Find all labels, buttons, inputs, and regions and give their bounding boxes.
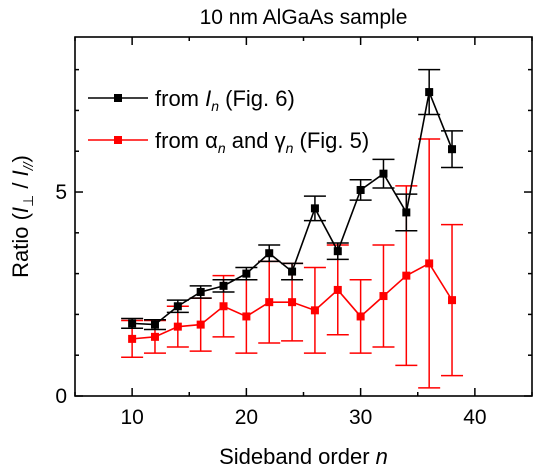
x-axis-label-text: Sideband order xyxy=(219,444,376,469)
y-axis-label-sep: / xyxy=(8,176,33,194)
legend-label-text: (Fig. 6) xyxy=(219,86,295,111)
legend-label-var: γ xyxy=(275,128,286,153)
data-point xyxy=(425,259,434,268)
legend-label-text: and xyxy=(226,128,275,153)
legend-label-text: from xyxy=(155,86,205,111)
data-point xyxy=(356,312,365,321)
data-point xyxy=(265,249,274,258)
data-point xyxy=(310,306,319,315)
y-tick-label: 5 xyxy=(55,181,67,204)
legend-marker xyxy=(114,136,122,144)
y-axis-label-num: I xyxy=(8,207,33,213)
data-point xyxy=(333,285,342,294)
data-point xyxy=(196,320,205,329)
legend-label-sub: n xyxy=(218,140,226,156)
data-point xyxy=(173,302,182,311)
data-point xyxy=(402,271,411,280)
data-point xyxy=(219,302,228,311)
data-point xyxy=(288,267,297,276)
x-tick-label: 30 xyxy=(349,406,372,429)
legend-label-text: (Fig. 5) xyxy=(293,128,369,153)
plot-frame xyxy=(74,36,533,397)
x-tick-label: 40 xyxy=(463,406,486,429)
data-point xyxy=(402,208,411,217)
data-point xyxy=(242,269,251,278)
data-point xyxy=(128,334,137,343)
legend-label-text: from xyxy=(155,128,205,153)
legend-label-sub: n xyxy=(211,98,219,114)
data-point xyxy=(356,185,365,194)
y-axis-label-prefix: Ratio ( xyxy=(8,212,33,277)
data-point xyxy=(425,88,434,97)
data-point xyxy=(265,298,274,307)
data-point xyxy=(128,319,137,328)
data-point xyxy=(448,145,457,154)
chart-title: 10 nm AlGaAs sample xyxy=(200,6,408,29)
legend: from In (Fig. 6)from αn and γn (Fig. 5) xyxy=(88,86,369,156)
x-axis-label: Sideband order n xyxy=(219,444,388,469)
data-point xyxy=(310,204,319,213)
data-point xyxy=(379,169,388,178)
y-axis-label-den: I xyxy=(8,170,33,176)
data-point xyxy=(150,332,159,341)
legend-label-var: I xyxy=(205,86,211,111)
legend-label: from In (Fig. 6) xyxy=(155,86,295,114)
y-axis-label-suffix: ) xyxy=(8,155,33,162)
data-point xyxy=(150,320,159,329)
legend-label-var: α xyxy=(205,128,218,153)
data-point xyxy=(173,322,182,331)
y-tick-label: 0 xyxy=(55,385,67,408)
data-point xyxy=(196,287,205,296)
data-point xyxy=(219,281,228,290)
x-axis-label-var: n xyxy=(376,444,388,469)
legend-label: from αn and γn (Fig. 5) xyxy=(155,128,369,156)
data-point xyxy=(242,312,251,321)
legend-marker xyxy=(114,94,122,102)
data-point xyxy=(379,292,388,301)
series-0 xyxy=(121,68,464,331)
data-point xyxy=(333,247,342,256)
legend-label-sub: n xyxy=(286,140,294,156)
y-axis-label-num-sub: ⊥ xyxy=(20,195,36,207)
y-axis-label: Ratio (I⊥ / I//) xyxy=(8,155,36,278)
data-point xyxy=(448,296,457,305)
x-tick-label: 20 xyxy=(235,406,258,429)
data-point xyxy=(288,298,297,307)
x-tick-label: 10 xyxy=(120,406,143,429)
y-axis-label-den-sub: // xyxy=(20,160,36,171)
